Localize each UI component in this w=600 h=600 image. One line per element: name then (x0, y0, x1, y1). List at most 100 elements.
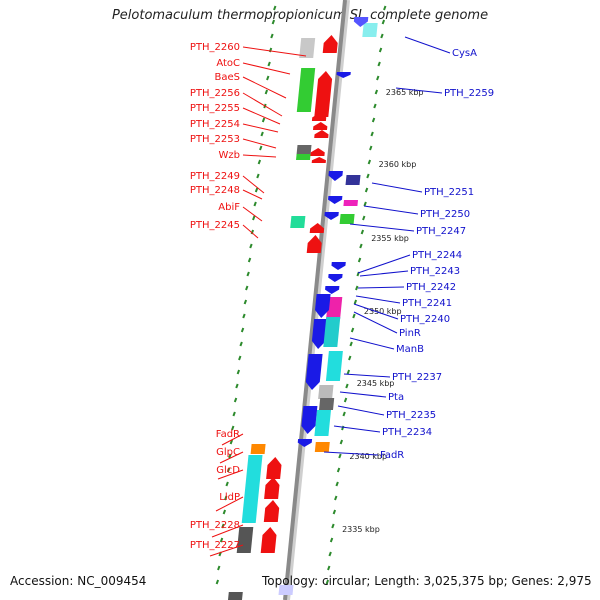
gene-label-right: FadR (380, 450, 404, 461)
inner-tick (217, 565, 221, 571)
outer-tick (366, 173, 370, 179)
inner-tick (224, 495, 228, 501)
label-line (242, 224, 259, 239)
gene-label-right: PTH_2243 (410, 266, 460, 277)
outer-tick (383, 5, 387, 11)
backbone-line (283, 0, 347, 600)
label-line (404, 36, 451, 54)
reverse-gene (324, 212, 339, 220)
forward-gene (306, 235, 322, 253)
gene-block (236, 527, 254, 553)
reverse-gene (301, 406, 318, 434)
gene-label-left: PTH_2249 (190, 171, 240, 182)
inner-tick (246, 271, 250, 277)
label-line (215, 496, 244, 512)
outer-tick (335, 481, 339, 487)
gene-block (323, 317, 341, 347)
outer-tick (360, 229, 365, 235)
outer-tick (380, 33, 384, 39)
inner-tick (257, 159, 262, 165)
scale-label: 2360 kbp (379, 160, 417, 169)
gene-label-left: LldP (219, 492, 240, 503)
outer-tick (355, 285, 359, 291)
inner-tick (239, 341, 243, 347)
inner-tick (261, 117, 266, 123)
gene-label-right: PTH_2240 (400, 314, 450, 325)
gene-label-left: PTH_2228 (190, 520, 240, 531)
outer-tick (371, 117, 376, 123)
gene-block (241, 455, 263, 523)
outer-tick (349, 341, 353, 347)
accession-text: Accession: NC_009454 (10, 574, 147, 588)
gene-label-left: PTH_2227 (190, 540, 240, 551)
gene-label-left: BaeS (215, 72, 241, 83)
label-line (242, 92, 283, 117)
scale-label: 2340 kbp (349, 452, 387, 461)
label-line (209, 544, 244, 557)
outer-tick (370, 131, 374, 137)
gene-block (299, 38, 316, 58)
gene-label-left: PTH_2254 (190, 119, 240, 130)
gene-label-right: PTH_2237 (392, 372, 442, 383)
outer-tick (367, 159, 372, 165)
inner-tick (266, 75, 270, 81)
gene-block (318, 385, 334, 399)
gene-label-right: PinR (399, 328, 421, 339)
outer-tick (342, 411, 346, 417)
label-line (242, 123, 279, 133)
inner-tick (267, 61, 271, 67)
outer-tick (376, 75, 380, 81)
inner-tick (236, 369, 241, 375)
scale-labels: 2365 kbp 2360 kbp 2355 kbp 2350 kbp 2345 kbp… (342, 88, 423, 534)
forward-gene (314, 130, 329, 138)
reverse-gene (353, 17, 369, 27)
genome-summary: Topology: circular; Length: 3,025,375 bp… (262, 574, 592, 588)
inner-tick (273, 5, 277, 11)
reverse-gene (331, 262, 346, 270)
reverse-gene (328, 196, 343, 204)
inner-tick (215, 579, 220, 585)
label-line (357, 286, 405, 289)
label-line (359, 270, 409, 277)
outer-tick (362, 215, 366, 221)
gene-label-right: PTH_2244 (412, 250, 462, 261)
forward-gene (266, 457, 282, 479)
inner-tick (242, 313, 246, 319)
label-line (221, 433, 244, 446)
outer-tick (374, 89, 379, 95)
label-line (363, 205, 419, 215)
outer-tick (332, 509, 337, 515)
gene-label-left: PTH_2260 (190, 42, 240, 53)
gene-label-left: PTH_2256 (190, 88, 240, 99)
outer-tick (378, 47, 383, 53)
forward-gene (260, 527, 277, 553)
reverse-gene (328, 171, 343, 181)
gene-label-left: Wzb (219, 150, 240, 161)
label-line (339, 391, 387, 398)
inner-tick (222, 509, 227, 515)
inner-tick (259, 145, 263, 151)
inner-tick (221, 523, 225, 529)
scale-label: 2365 kbp (386, 88, 424, 97)
outer-tick (352, 313, 356, 319)
label-line (333, 425, 381, 433)
label-lines (209, 36, 451, 557)
outer-tick (325, 579, 330, 585)
scale-label: 2350 kbp (364, 307, 402, 316)
gene-block (314, 410, 331, 436)
outer-tick (359, 243, 363, 249)
forward-gene (263, 500, 280, 522)
forward-gene (309, 223, 325, 233)
reverse-gene (336, 72, 351, 78)
forward-gene (311, 157, 326, 163)
outer-tick (341, 425, 345, 431)
inner-tick (254, 187, 259, 193)
gene-block (325, 351, 343, 381)
gene-label-left: FadR (216, 429, 240, 440)
label-line (242, 76, 287, 99)
scale-label: 2335 kbp (342, 525, 380, 534)
outer-tick (377, 61, 381, 67)
inner-tick (271, 19, 276, 25)
label-line (343, 373, 391, 378)
